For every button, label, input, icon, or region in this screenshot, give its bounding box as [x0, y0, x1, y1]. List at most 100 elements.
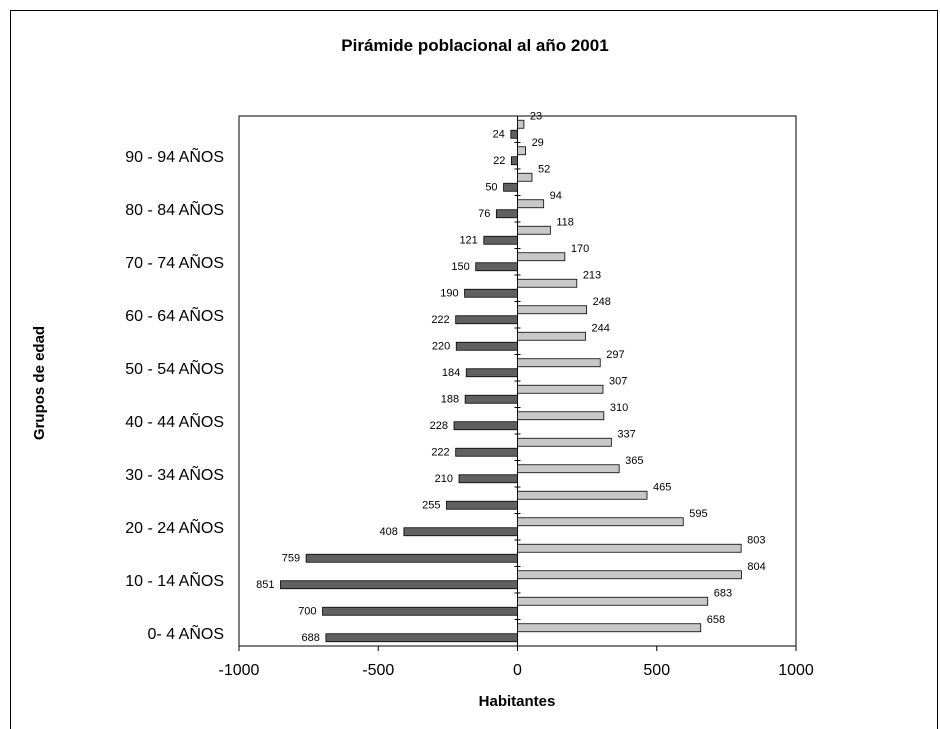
- data-label-right: 94: [550, 190, 562, 202]
- category-label: 10 - 14 AÑOS: [125, 570, 224, 590]
- x-tick-label: 1000: [778, 662, 814, 679]
- bar-right: [517, 543, 742, 553]
- data-label-right: 310: [610, 402, 628, 414]
- chart-marks: -1000 -500 0 500 1000 0- 4 AÑOS 10 - 14 AÑOS 20…: [125, 110, 814, 679]
- bar-right: [517, 305, 587, 315]
- bar-right: [517, 331, 586, 341]
- bar-right: [517, 146, 526, 156]
- bar-left: [305, 553, 518, 563]
- category-label: 0- 4 AÑOS: [148, 623, 224, 643]
- bar-left: [464, 288, 518, 298]
- data-label-right: 170: [571, 243, 589, 255]
- data-label-right: 337: [617, 428, 635, 440]
- y-axis-title: Grupos de edad: [31, 326, 48, 440]
- bar-left: [403, 527, 518, 537]
- data-label-left: 408: [380, 526, 398, 538]
- data-label-right: 595: [689, 508, 707, 520]
- bar-left: [465, 368, 518, 378]
- bar-right: [517, 490, 648, 500]
- bar-right: [517, 570, 742, 580]
- category-label: 80 - 84 AÑOS: [125, 199, 224, 219]
- data-label-left: 700: [298, 605, 316, 617]
- data-label-right: 29: [532, 137, 544, 149]
- bar-left: [322, 606, 518, 616]
- bar-left: [453, 421, 518, 431]
- data-label-left: 222: [431, 314, 449, 326]
- data-label-right: 804: [747, 561, 765, 573]
- data-label-left: 50: [485, 181, 497, 193]
- bar-right: [517, 119, 525, 129]
- category-label: 30 - 34 AÑOS: [125, 464, 224, 484]
- bar-left: [475, 262, 518, 272]
- bar-right: [517, 278, 578, 288]
- data-label-left: 688: [302, 632, 320, 644]
- bar-left: [503, 182, 518, 192]
- bar-left: [458, 474, 518, 484]
- bar-right: [517, 517, 684, 527]
- data-label-left: 210: [435, 473, 453, 485]
- bar-right: [517, 411, 605, 421]
- bar-left: [483, 235, 518, 245]
- category-label: 60 - 64 AÑOS: [125, 305, 224, 325]
- chart-title: Pirámide poblacional al año 2001: [341, 36, 608, 55]
- data-label-right: 297: [606, 349, 624, 361]
- data-label-right: 803: [747, 534, 765, 546]
- category-label: 90 - 94 AÑOS: [125, 146, 224, 166]
- bar-left: [495, 209, 518, 219]
- data-label-right: 465: [653, 481, 671, 493]
- bar-right: [517, 437, 612, 447]
- data-label-right: 248: [593, 296, 611, 308]
- bar-right: [517, 358, 601, 368]
- x-tick-label: 500: [643, 662, 670, 679]
- bar-right: [517, 623, 702, 633]
- category-label: 70 - 74 AÑOS: [125, 252, 224, 272]
- data-label-right: 118: [556, 216, 574, 228]
- bar-left: [455, 341, 518, 351]
- category-label: 20 - 24 AÑOS: [125, 517, 224, 537]
- bar-left: [455, 315, 518, 325]
- bar-left: [455, 447, 518, 457]
- chart-frame: [10, 10, 938, 729]
- data-label-left: 184: [442, 367, 460, 379]
- data-label-right: 213: [583, 269, 601, 281]
- bar-right: [517, 252, 566, 262]
- data-label-right: 52: [538, 163, 550, 175]
- data-label-left: 150: [451, 261, 469, 273]
- x-tick-label: -500: [362, 662, 394, 679]
- bar-right: [517, 199, 545, 209]
- data-label-right: 307: [609, 375, 627, 387]
- x-tick-label: 0: [513, 662, 522, 679]
- x-tick-label: -1000: [219, 662, 260, 679]
- data-label-left: 851: [256, 579, 274, 591]
- data-label-left: 22: [493, 155, 505, 167]
- data-label-right: 244: [591, 322, 609, 334]
- data-label-left: 220: [432, 340, 450, 352]
- bar-right: [517, 172, 533, 182]
- data-label-left: 121: [459, 234, 477, 246]
- data-label-left: 759: [282, 552, 300, 564]
- bar-left: [510, 156, 518, 166]
- bar-left: [280, 580, 518, 590]
- bar-right: [517, 225, 551, 235]
- bar-left: [325, 633, 518, 643]
- bar-left: [446, 500, 518, 510]
- data-label-right: 365: [625, 455, 643, 467]
- data-label-right: 683: [714, 587, 732, 599]
- data-label-right: 23: [530, 110, 542, 122]
- bar-left: [510, 129, 518, 139]
- bar-left: [464, 394, 518, 404]
- bar-right: [517, 464, 620, 474]
- x-axis-title: Habitantes: [479, 693, 556, 710]
- bar-right: [517, 596, 709, 606]
- data-label-left: 76: [478, 208, 490, 220]
- category-label: 50 - 54 AÑOS: [125, 358, 224, 378]
- data-label-left: 190: [440, 287, 458, 299]
- data-label-right: 658: [707, 614, 725, 626]
- data-label-left: 188: [441, 393, 459, 405]
- category-label: 40 - 44 AÑOS: [125, 411, 224, 431]
- data-label-left: 228: [430, 420, 448, 432]
- data-label-left: 255: [422, 499, 440, 511]
- data-label-left: 222: [431, 446, 449, 458]
- data-label-left: 24: [493, 128, 505, 140]
